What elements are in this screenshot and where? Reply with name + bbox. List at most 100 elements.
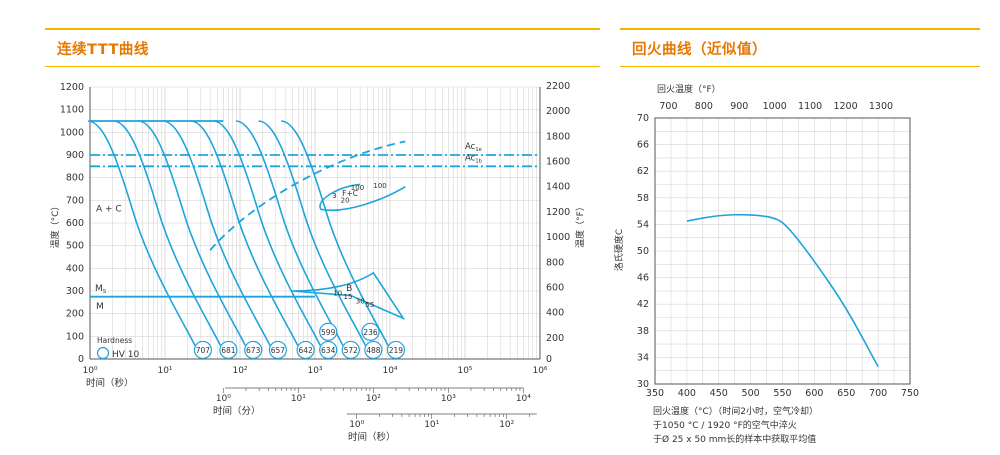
cct-xtick: 10⁵	[457, 366, 472, 376]
cooling-curve-634	[213, 120, 321, 346]
temper-x2tick: 1200	[833, 101, 857, 112]
cct-ytick-left: 1200	[60, 82, 84, 93]
hv-label: 236	[363, 328, 378, 337]
temper-note-2: 于Ø 25 x 50 mm长的样本中获取平均值	[653, 433, 816, 445]
hv-label: 488	[366, 346, 381, 355]
hv-label: 681	[221, 346, 236, 355]
label-ms: MS	[95, 284, 107, 295]
hv-circle-236	[361, 322, 380, 341]
bainite-percent: 15	[344, 293, 353, 301]
temper-x2label: 回火温度（°F）	[657, 83, 721, 95]
ferrite-percent: 100	[351, 184, 364, 192]
bainite-percent: 30	[356, 297, 365, 305]
temper-ytick: 46	[637, 273, 649, 284]
cct-ytick-right: 800	[546, 257, 564, 268]
cct-ytick-left: 400	[66, 263, 84, 274]
cct-ylabel-right: 温度（°F）	[574, 202, 586, 248]
cooling-curve-219	[280, 120, 389, 346]
temper-x2tick: 1000	[763, 101, 787, 112]
temper-xlabel: 回火温度（°C）（时间2小时，空气冷却）	[653, 405, 818, 417]
precipitation-curve	[209, 140, 406, 251]
temper-xtick: 450	[710, 388, 728, 399]
cooling-curve-657	[162, 120, 271, 346]
bainite-percent: 55	[365, 301, 374, 309]
cooling-curve-488	[258, 120, 367, 346]
temper-ytick: 30	[637, 379, 649, 390]
temper-note-1: 于1050 °C / 1920 °F的空气中淬火	[653, 419, 797, 431]
label-bainite: B	[346, 284, 352, 294]
cct-ytick-left: 900	[66, 150, 84, 161]
temper-x2tick: 900	[730, 101, 748, 112]
hv-label: 657	[271, 346, 286, 355]
temper-x2tick: 1300	[869, 101, 893, 112]
cct-ytick-left: 300	[66, 286, 84, 297]
cct-xtick: 10⁴	[382, 366, 397, 376]
legend-circle	[96, 346, 110, 360]
ac-label-Ac1b: Ac1b	[465, 153, 482, 164]
bainite-region	[292, 271, 406, 320]
ferrite-percent: 3	[332, 192, 336, 200]
hv-circle-707	[193, 340, 212, 360]
temper-ytick: 42	[637, 299, 649, 310]
cct-ytick-left: 1000	[60, 127, 84, 138]
cct-xtick: 10³	[307, 366, 322, 376]
cct-ytick-left: 0	[78, 354, 84, 365]
minutes-label: 时间（分）	[213, 405, 261, 417]
cct-ytick-right: 2000	[546, 106, 570, 117]
temper-x2tick: 1100	[798, 101, 822, 112]
temper-ylabel: 洛氏硬度C	[613, 229, 625, 271]
ferrite-percent: 20	[341, 197, 350, 205]
hv-label: 642	[298, 346, 313, 355]
temper-ytick: 58	[637, 193, 649, 204]
cct-ytick-right: 0	[546, 354, 552, 365]
cct-xlabel: 时间（秒）	[86, 377, 134, 389]
cct-ytick-right: 1400	[546, 182, 570, 193]
tempering-header: 回火曲线（近似值）	[620, 28, 980, 67]
cct-xtick: 10²	[232, 366, 247, 376]
hv-circle-572	[341, 340, 360, 360]
temper-xtick: 400	[678, 388, 696, 399]
cct-ylabel-left: 温度（°C）	[49, 202, 61, 249]
cct-title: 连续TTT曲线	[57, 42, 149, 58]
minutes-tick-label: 10³	[441, 394, 456, 404]
minutes-tick-label: 10⁰	[216, 394, 231, 404]
temper-xtick: 650	[837, 388, 855, 399]
temper-ytick: 62	[637, 166, 649, 177]
ac-label-Ac1e: Ac1e	[465, 142, 482, 153]
temper-xtick: 350	[646, 388, 664, 399]
hv-label: 707	[196, 346, 211, 355]
hv-circle-599	[319, 322, 338, 341]
cct-ytick-left: 1100	[60, 105, 84, 116]
cct-ytick-left: 800	[66, 173, 84, 184]
temper-xtick: 500	[742, 388, 760, 399]
label-austenite-carbide: A + C	[96, 205, 122, 215]
hv-circle-657	[268, 340, 287, 360]
hours-tick-label: 10¹	[424, 420, 439, 430]
cct-ytick-right: 600	[546, 282, 564, 293]
cct-ytick-left: 500	[66, 241, 84, 252]
ferrite-percent: 100	[373, 182, 386, 190]
hv-label: 219	[389, 346, 404, 355]
temper-frame	[654, 117, 911, 385]
legend-item: HV 10	[112, 350, 140, 360]
temper-ytick: 70	[637, 113, 649, 124]
cooling-curve-681	[113, 120, 222, 346]
cct-xtick: 10⁰	[82, 366, 97, 376]
hv-circle-488	[364, 340, 383, 360]
cct-ytick-left: 100	[66, 331, 84, 342]
temper-xtick: 700	[869, 388, 887, 399]
cct-ytick-right: 200	[546, 333, 564, 344]
cct-xtick: 10⁶	[532, 366, 547, 376]
temper-xtick: 600	[805, 388, 823, 399]
legend-title: Hardness	[97, 336, 132, 345]
cooling-curve-673	[138, 120, 246, 346]
hv-label: 599	[321, 328, 336, 337]
cooling-curve-642	[190, 120, 299, 346]
hv-circle-642	[296, 340, 315, 360]
cct-ytick-right: 1200	[546, 207, 570, 218]
cct-xtick: 10¹	[157, 366, 172, 376]
hv-circle-219	[386, 340, 406, 360]
minutes-tick-label: 10¹	[291, 394, 306, 404]
